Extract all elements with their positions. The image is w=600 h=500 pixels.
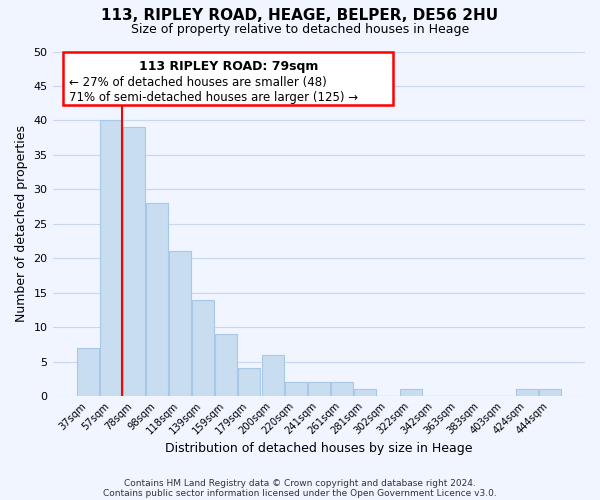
Text: Contains public sector information licensed under the Open Government Licence v3: Contains public sector information licen…: [103, 488, 497, 498]
Bar: [123, 128, 145, 396]
Text: 71% of semi-detached houses are larger (125) →: 71% of semi-detached houses are larger (…: [68, 91, 358, 104]
Bar: [169, 252, 191, 396]
Bar: [539, 389, 561, 396]
Text: Size of property relative to detached houses in Heage: Size of property relative to detached ho…: [131, 22, 469, 36]
Bar: [146, 203, 168, 396]
Bar: [331, 382, 353, 396]
Y-axis label: Number of detached properties: Number of detached properties: [15, 125, 28, 322]
Bar: [516, 389, 538, 396]
Text: ← 27% of detached houses are smaller (48): ← 27% of detached houses are smaller (48…: [68, 76, 326, 88]
Bar: [192, 300, 214, 396]
X-axis label: Distribution of detached houses by size in Heage: Distribution of detached houses by size …: [165, 442, 473, 455]
Bar: [77, 348, 98, 396]
Bar: [354, 389, 376, 396]
FancyBboxPatch shape: [63, 52, 394, 105]
Bar: [262, 354, 284, 396]
Text: Contains HM Land Registry data © Crown copyright and database right 2024.: Contains HM Land Registry data © Crown c…: [124, 478, 476, 488]
Bar: [100, 120, 122, 396]
Bar: [238, 368, 260, 396]
Bar: [400, 389, 422, 396]
Bar: [308, 382, 330, 396]
Bar: [284, 382, 307, 396]
Text: 113 RIPLEY ROAD: 79sqm: 113 RIPLEY ROAD: 79sqm: [139, 60, 318, 73]
Text: 113, RIPLEY ROAD, HEAGE, BELPER, DE56 2HU: 113, RIPLEY ROAD, HEAGE, BELPER, DE56 2H…: [101, 8, 499, 22]
Bar: [215, 334, 238, 396]
